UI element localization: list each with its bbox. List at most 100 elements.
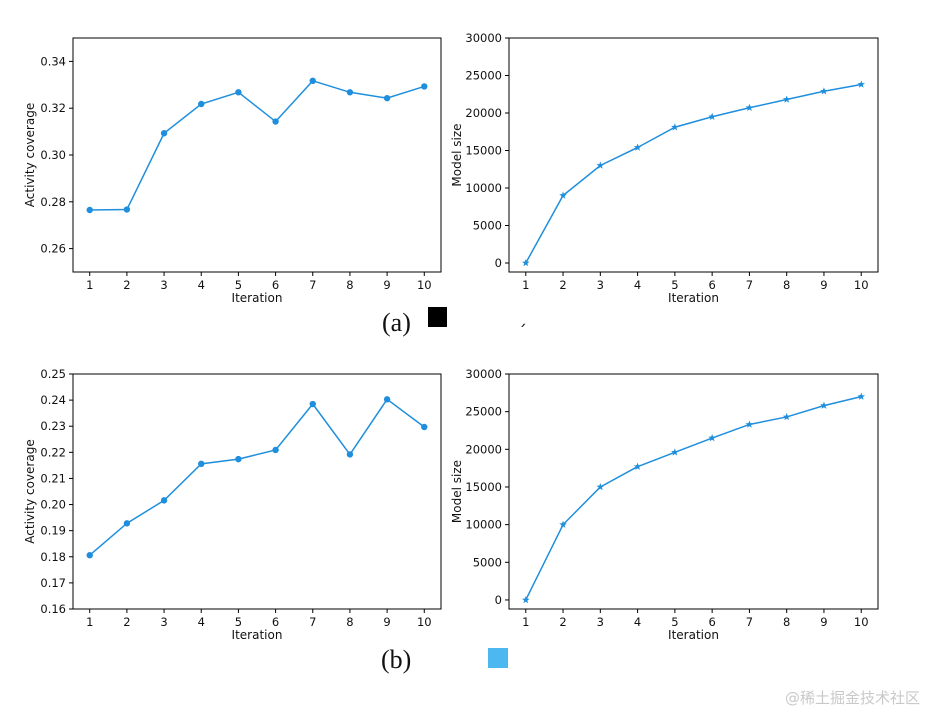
x-tick-label: 7 [309,278,316,292]
x-tick-label: 1 [86,278,93,292]
x-tick-label: 8 [783,615,790,629]
x-tick-label: 4 [198,278,205,292]
data-point [272,446,279,454]
x-tick-label: 4 [198,615,205,629]
x-tick-label: 9 [820,615,827,629]
x-tick-label: 2 [123,615,130,629]
y-axis-label: Activity coverage [23,439,37,543]
x-tick-label: 4 [634,278,641,292]
x-tick-label: 3 [597,278,604,292]
x-tick-label: 8 [783,278,790,292]
data-point [86,552,93,559]
y-tick-label: 30000 [465,31,502,45]
x-tick-label: 2 [559,615,566,629]
series-line [525,83,862,264]
data-point [559,520,567,528]
y-tick-label: 30000 [465,367,502,381]
data-point [198,460,205,468]
y-tick-label: 0.25 [40,367,66,381]
y-axis-label: Model size [450,123,464,186]
x-axis-label: Iteration [232,291,283,305]
data-point [708,434,716,442]
data-point [123,206,131,213]
x-tick-label: 9 [383,615,390,629]
data-point [708,112,716,120]
x-axis-label: Iteration [668,628,719,642]
x-axis-label: Iteration [232,628,283,642]
data-point [596,482,605,491]
data-point [633,462,642,470]
data-point [421,83,428,90]
x-tick-label: 7 [309,615,316,629]
x-tick-label: 10 [854,615,869,629]
y-tick-label: 0 [495,593,502,607]
data-point [346,89,354,96]
y-tick-label: 0.20 [40,498,66,512]
data-point [346,451,354,458]
square-marker-b [488,648,508,668]
data-point [160,497,168,504]
x-tick-label: 3 [160,278,167,292]
chart-b-right: 1 2 3 4 5 6 7 8 9 10 0 5000 10000 15000 20000 25000 3000… [450,367,879,642]
y-tick-label: 0.32 [40,101,66,115]
y-tick-label: 0.23 [40,419,66,433]
series-line [89,79,425,211]
series-line [525,395,862,601]
data-point [820,401,828,409]
y-tick-label: 20000 [465,442,502,456]
data-point [421,423,428,431]
y-tick-label: 5000 [473,219,502,233]
panel-label-b: (b) [381,645,412,674]
y-tick-label: 0.19 [40,524,66,538]
data-point [671,448,679,456]
data-point [559,191,567,199]
y-axis-label: Activity coverage [23,103,37,207]
data-point [596,161,605,169]
y-tick-label: 10000 [465,181,502,195]
x-tick-label: 5 [671,615,678,629]
x-tick-label: 10 [854,278,869,292]
data-point [521,595,530,604]
data-point [820,87,828,95]
x-tick-label: 10 [417,278,432,292]
data-point [235,89,242,96]
data-point [745,420,754,428]
x-tick-label: 9 [383,278,390,292]
x-tick-label: 5 [671,278,678,292]
y-tick-label: 0.34 [40,54,66,68]
y-tick-label: 5000 [473,555,502,569]
x-tick-label: 4 [634,615,641,629]
data-point [521,259,530,267]
y-tick-label: 0.17 [40,576,66,590]
data-point [309,77,316,85]
data-point [857,392,866,400]
data-point [198,100,205,108]
y-tick-label: 0.18 [40,550,66,564]
x-tick-label: 1 [522,615,529,629]
square-marker-a [428,307,447,327]
series-line [89,398,425,556]
axes-frame [508,37,879,273]
x-tick-label: 6 [708,615,715,629]
y-tick-label: 0.26 [40,242,66,256]
x-tick-label: 2 [559,278,566,292]
x-tick-label: 8 [346,615,353,629]
watermark-text: @稀土掘金技术社区 [784,689,920,707]
x-axis-label: Iteration [668,291,719,305]
x-tick-label: 7 [746,615,753,629]
data-point [309,400,316,408]
y-tick-label: 0.21 [40,471,66,485]
y-tick-label: 10000 [465,518,502,532]
data-point [782,412,791,421]
chart-a-right: 1 2 3 4 5 6 7 8 9 10 0 5000 10000 15000 20000 25000 3000… [450,31,879,305]
x-tick-label: 2 [123,278,130,292]
chart-b-left: 1 2 3 4 5 6 7 8 9 10 0.16 0.17 0.18 0.19 0.20 0.21 0.22 0… [23,367,442,642]
x-tick-label: 8 [346,278,353,292]
y-tick-label: 0.24 [40,393,66,407]
data-point [160,130,168,137]
chart-a-left: 1 2 3 4 5 6 7 8 9 10 0.26 0.28 0.30 0.32 0.34 Iteration… [23,37,442,305]
data-point [86,206,93,214]
y-tick-label: 0.16 [40,602,66,616]
data-point [383,94,391,102]
